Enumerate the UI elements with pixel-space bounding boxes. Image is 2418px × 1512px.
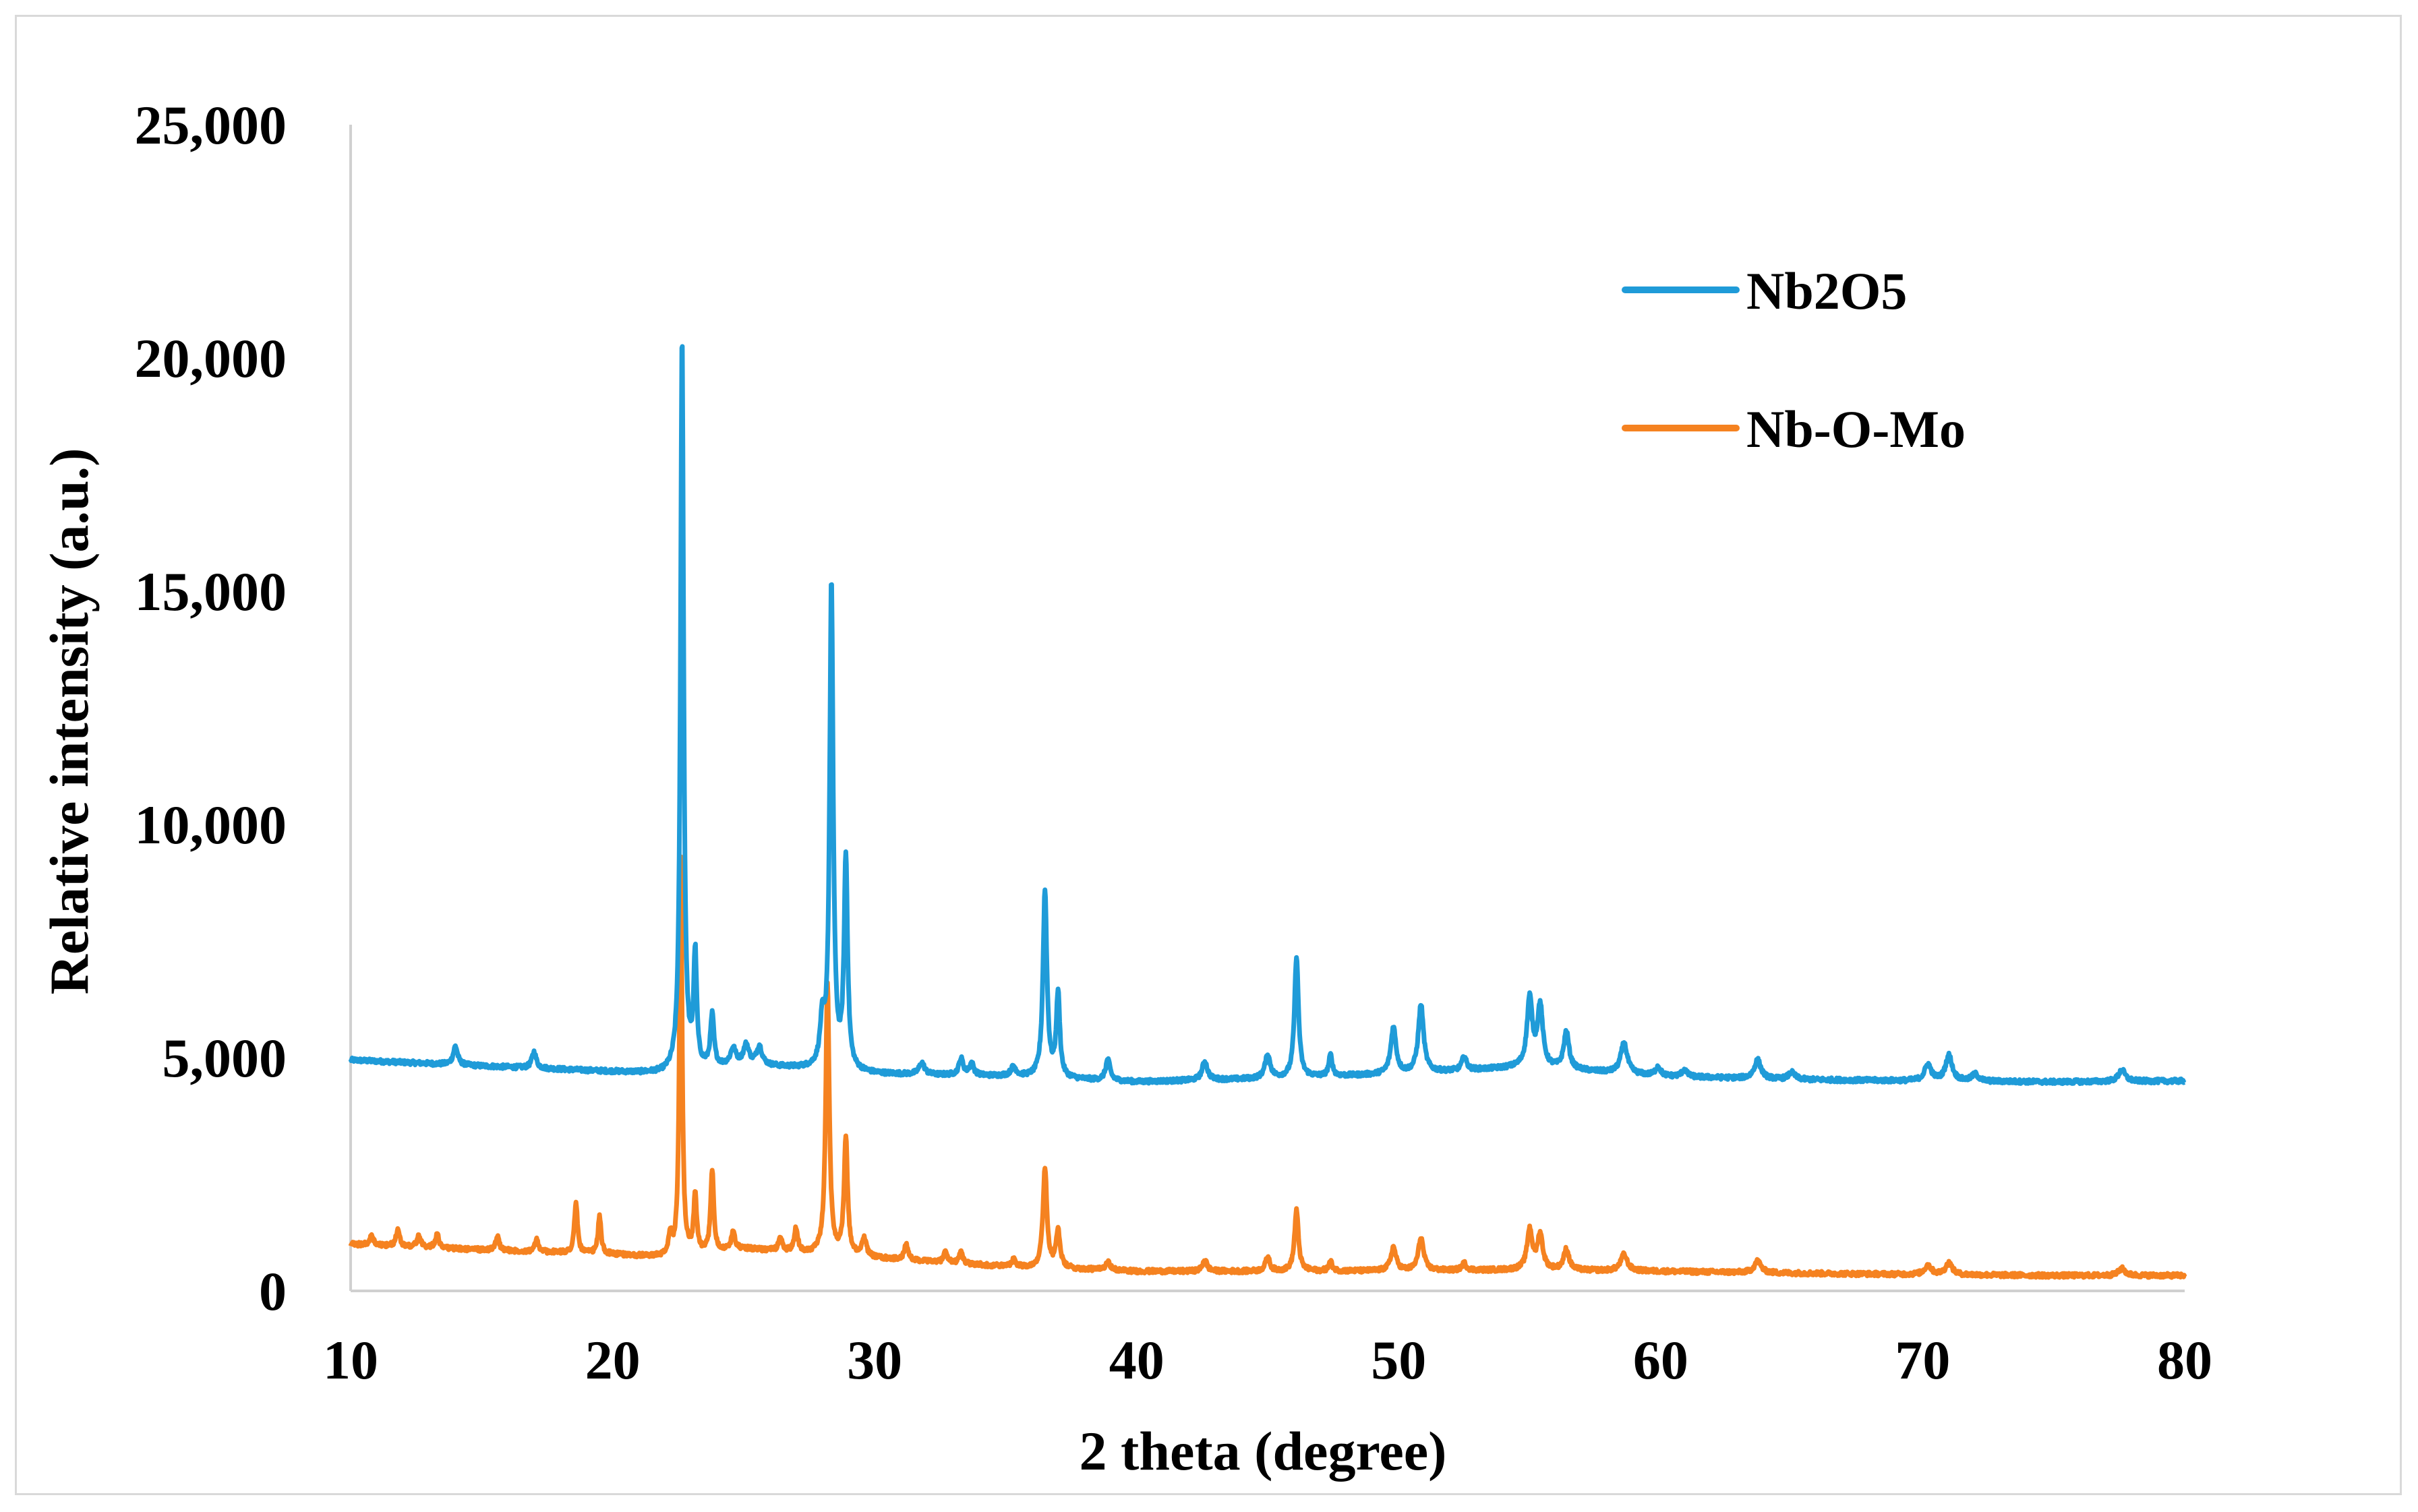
legend-label-nb2o5: Nb2O5 <box>1746 262 1907 320</box>
series-line-nb2o5 <box>348 344 2187 1087</box>
series-layer <box>348 344 2187 1280</box>
x-tick-label: 80 <box>2157 1329 2212 1391</box>
y-axis-title: Relative intensity (a.u.) <box>38 448 100 995</box>
series-line-nb-o-mo <box>348 854 2187 1280</box>
y-tick-labels: 0 5,000 10,000 15,000 20,000 25,000 <box>135 94 287 1322</box>
legend-label-nb-o-mo: Nb-O-Mo <box>1746 400 1966 458</box>
x-tick-label: 50 <box>1371 1329 1426 1391</box>
x-tick-label: 10 <box>323 1329 378 1391</box>
x-tick-label: 30 <box>847 1329 902 1391</box>
x-axis-title: 2 theta (degree) <box>1080 1420 1447 1482</box>
y-tick-label: 25,000 <box>135 94 287 156</box>
x-tick-label: 20 <box>585 1329 641 1391</box>
x-tick-label: 40 <box>1109 1329 1164 1391</box>
x-tick-label: 60 <box>1633 1329 1688 1391</box>
x-tick-labels: 10 20 30 40 50 60 70 80 <box>323 1329 2212 1391</box>
y-tick-label: 15,000 <box>135 561 287 622</box>
y-tick-label: 0 <box>259 1261 287 1322</box>
axes <box>349 125 2185 1292</box>
y-tick-label: 10,000 <box>135 794 287 855</box>
legend: Nb2O5 Nb-O-Mo <box>1622 262 1966 458</box>
x-tick-label: 70 <box>1895 1329 1950 1391</box>
y-tick-label: 5,000 <box>163 1027 287 1089</box>
y-tick-label: 20,000 <box>135 328 287 389</box>
